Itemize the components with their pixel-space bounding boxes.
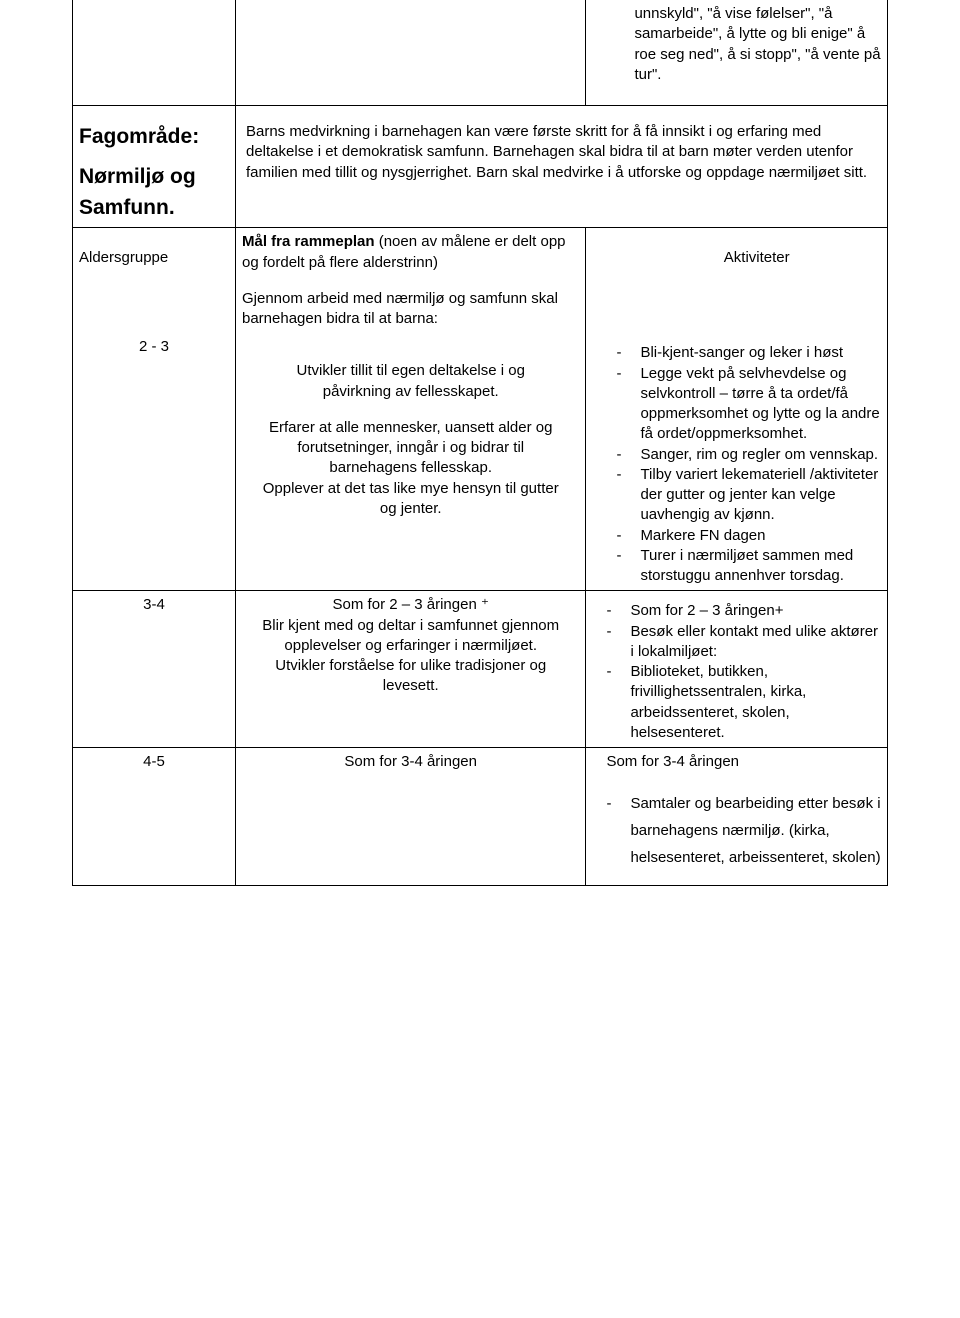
row-2-3: 2 - 3 Utvikler tillit til egen deltakels… xyxy=(73,333,888,591)
activity-item: Turer i nærmiljøet sammen med storstuggu… xyxy=(592,546,881,587)
activity-item: Tilby variert lekemateriell /aktiviteter… xyxy=(592,465,881,526)
header-col1: Aldersgruppe xyxy=(73,228,236,334)
activity-item: Som for 2 – 3 åringen+ xyxy=(592,601,881,621)
top-fragment-text: unnskyld", "å vise følelser", "å samarbe… xyxy=(634,5,880,83)
activities-4-5-list: Samtaler og bearbeiding etter besøk i ba… xyxy=(592,790,881,871)
activity-item: Biblioteket, butikken, frivillighetssent… xyxy=(592,662,881,743)
activity-item: Samtaler og bearbeiding etter besøk i ba… xyxy=(592,790,881,871)
goals-3-4-cell: Som for 2 – 3 åringen ⁺ Blir kjent med o… xyxy=(236,591,586,748)
age-2-3: 2 - 3 xyxy=(79,337,229,357)
header-row: Aldersgruppe Mål fra rammeplan (noen av … xyxy=(73,228,888,334)
goals-3-4-rest: Blir kjent med og deltar i samfunnet gje… xyxy=(242,616,579,697)
activity-item: Besøk eller kontakt med ulike aktører i … xyxy=(592,622,881,663)
age-2-3-cell: 2 - 3 xyxy=(73,333,236,591)
activity-item: Markere FN dagen xyxy=(592,526,881,546)
section-title-line2: Nørmiljø og Samfunn. xyxy=(79,162,229,223)
goals-2-3-cell: Utvikler tillit til egen deltakelse i og… xyxy=(236,333,586,591)
activities-3-4-list: Som for 2 – 3 åringen+ Besøk eller konta… xyxy=(592,601,881,743)
header-goals-rest2: Gjennom arbeid med nærmiljø og samfunn s… xyxy=(242,289,579,330)
goals-4-5-cell: Som for 3-4 åringen xyxy=(236,748,586,886)
age-3-4-cell: 3-4 xyxy=(73,591,236,748)
section-title-cell: Fagområde: Nørmiljø og Samfunn. xyxy=(73,106,236,228)
header-goals-bold: Mål fra rammeplan xyxy=(242,233,375,250)
header-activities: Aktiviteter xyxy=(592,248,881,268)
age-3-4: 3-4 xyxy=(79,595,229,615)
header-col2: Mål fra rammeplan (noen av målene er del… xyxy=(236,228,586,334)
activities-2-3-cell: Bli-kjent-sanger og leker i høst Legge v… xyxy=(586,333,888,591)
goals-4-5: Som for 3-4 åringen xyxy=(242,752,579,772)
curriculum-table: unnskyld", "å vise følelser", "å samarbe… xyxy=(72,0,888,886)
activity-item: Bli-kjent-sanger og leker i høst xyxy=(592,343,881,363)
top-col2 xyxy=(236,0,586,106)
age-4-5-cell: 4-5 xyxy=(73,748,236,886)
section-row: Fagområde: Nørmiljø og Samfunn. Barns me… xyxy=(73,106,888,228)
activities-4-5-cell: Som for 3-4 åringen Samtaler og bearbeid… xyxy=(586,748,888,886)
row-4-5: 4-5 Som for 3-4 åringen Som for 3-4 årin… xyxy=(73,748,888,886)
header-aldersgruppe: Aldersgruppe xyxy=(79,248,229,268)
top-col3: unnskyld", "å vise følelser", "å samarbe… xyxy=(586,0,888,106)
activity-item: Sanger, rim og regler om vennskap. xyxy=(592,445,881,465)
goals-2-3-p1: Utvikler tillit til egen deltakelse i og… xyxy=(242,361,579,402)
top-fragment-row: unnskyld", "å vise følelser", "å samarbe… xyxy=(73,0,888,106)
section-title-line1: Fagområde: xyxy=(79,122,229,152)
activities-4-5-top: Som for 3-4 åringen xyxy=(592,752,881,772)
activity-item: Legge vekt på selvhevdelse og selvkontro… xyxy=(592,364,881,445)
goals-3-4-top: Som for 2 – 3 åringen ⁺ xyxy=(242,595,579,615)
top-col1 xyxy=(73,0,236,106)
activities-2-3-list: Bli-kjent-sanger og leker i høst Legge v… xyxy=(592,343,881,586)
section-intro-cell: Barns medvirkning i barnehagen kan være … xyxy=(236,106,888,228)
header-col3: Aktiviteter xyxy=(586,228,888,334)
goals-2-3-p2: Erfarer at alle mennesker, uansett alder… xyxy=(242,418,579,479)
activities-3-4-cell: Som for 2 – 3 åringen+ Besøk eller konta… xyxy=(586,591,888,748)
age-4-5: 4-5 xyxy=(79,752,229,772)
section-intro-text: Barns medvirkning i barnehagen kan være … xyxy=(242,122,881,183)
goals-2-3-p3: Opplever at det tas like mye hensyn til … xyxy=(242,479,579,520)
row-3-4: 3-4 Som for 2 – 3 åringen ⁺ Blir kjent m… xyxy=(73,591,888,748)
